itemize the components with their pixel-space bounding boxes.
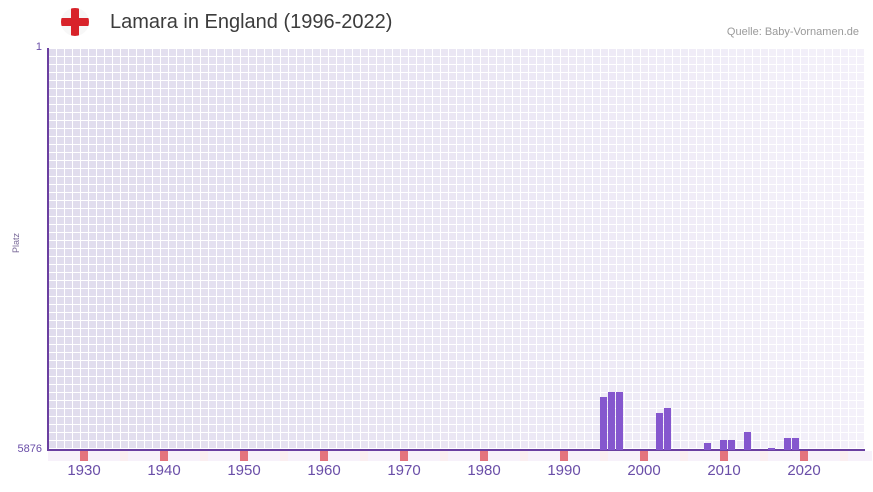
page-title: Lamara in England (1996-2022) — [110, 11, 393, 33]
bar-2003 — [664, 408, 671, 450]
y-axis-bottom-label: 5876 — [17, 443, 42, 455]
x-axis-label-2000: 2000 — [627, 462, 661, 479]
x-axis-label-2010: 2010 — [707, 462, 741, 479]
bar-2019 — [792, 438, 799, 450]
y-axis-top-label: 1 — [35, 41, 42, 53]
x-axis-label-1980: 1980 — [467, 462, 501, 479]
bar-2002 — [656, 413, 663, 450]
bar-2011 — [728, 440, 735, 450]
chart-gridlines — [48, 48, 864, 450]
bar-1997 — [616, 392, 623, 450]
bar-2018 — [784, 438, 791, 450]
x-axis-ticks — [48, 451, 872, 461]
x-axis-label-1940: 1940 — [147, 462, 181, 479]
x-axis-label-2020: 2020 — [787, 462, 821, 479]
x-axis-label-1990: 1990 — [547, 462, 581, 479]
x-axis-label-1930: 1930 — [67, 462, 101, 479]
x-axis-line — [47, 449, 865, 451]
bar-1995 — [600, 397, 607, 450]
bar-1996 — [608, 392, 615, 450]
x-axis-labels: 1930 1940 1950 1960 1970 1980 1990 2000 2010 2020 — [0, 462, 873, 486]
source-attribution: Quelle: Baby-Vornamen.de — [726, 26, 859, 38]
england-flag-icon — [61, 8, 89, 36]
chart-header: Lamara in England (1996-2022) Quelle: Ba… — [0, 0, 873, 44]
x-axis-label-1970: 1970 — [387, 462, 421, 479]
y-axis-line — [47, 48, 49, 451]
y-axis-title: Platz — [11, 233, 21, 254]
plot-area — [48, 48, 864, 450]
bar-series — [48, 48, 864, 450]
x-axis-label-1960: 1960 — [307, 462, 341, 479]
bar-2013 — [744, 432, 751, 450]
x-axis-label-1950: 1950 — [227, 462, 261, 479]
bar-2016 — [768, 448, 775, 450]
bar-2008 — [704, 443, 711, 450]
bar-2010 — [720, 440, 727, 450]
